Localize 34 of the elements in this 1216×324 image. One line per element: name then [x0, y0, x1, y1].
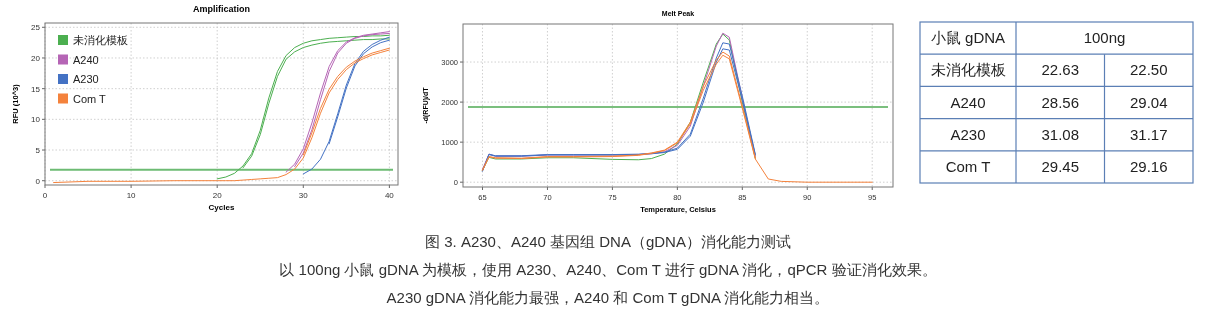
x-tick-label: 40	[384, 191, 395, 200]
legend-label: A230	[73, 73, 99, 85]
text: 小鼠 gDNA	[930, 29, 1006, 47]
x-tick-label: 0	[42, 191, 48, 200]
y-tick-label: 25	[31, 23, 41, 33]
x-tick-label: 10	[126, 191, 137, 200]
category-label: 未消化模板	[930, 61, 1006, 79]
data-label: 29.04	[1129, 93, 1168, 111]
x-axis-title: Cycles	[208, 203, 235, 212]
y-tick-label: 5	[35, 146, 41, 156]
y-tick-label: 20	[31, 53, 41, 63]
legend-label: A240	[73, 53, 99, 66]
data-label: 28.56	[1041, 93, 1080, 111]
category-label: A240	[950, 93, 986, 111]
data-label: 31.17	[1129, 125, 1168, 143]
text: 以 100ng 小鼠 gDNA 为模板，使用 A230、A240、Com T 进行 gDNA 消化，qPCR 验证消化效果。	[279, 261, 937, 278]
x-tick-label: 30	[298, 191, 309, 200]
category-label: A230	[950, 125, 986, 143]
x-tick-label: 20	[212, 191, 223, 200]
chart-title: Amplification	[192, 4, 251, 14]
legend-label: 未消化模板	[73, 34, 128, 46]
data-label: 29.45	[1041, 157, 1080, 175]
y-tick-label: 10	[31, 115, 41, 125]
data-label: 29.16	[1129, 157, 1168, 175]
y-tick-label: 0	[35, 176, 41, 186]
y-tick-label: 15	[31, 84, 41, 94]
category-label: Com T	[945, 157, 991, 175]
legend-label: Com T	[73, 92, 107, 105]
data-label: 22.63	[1041, 61, 1080, 79]
data-label: 31.08	[1041, 125, 1080, 143]
text: A230 gDNA 消化能力最强，A240 和 Com T gDNA 消化能力相当。	[386, 289, 830, 306]
data-label: 22.50	[1129, 61, 1168, 79]
text: 100ng	[1083, 29, 1126, 47]
caption: 图 3. A230、A240 基因组 DNA（gDNA）消化能力测试	[425, 233, 791, 250]
